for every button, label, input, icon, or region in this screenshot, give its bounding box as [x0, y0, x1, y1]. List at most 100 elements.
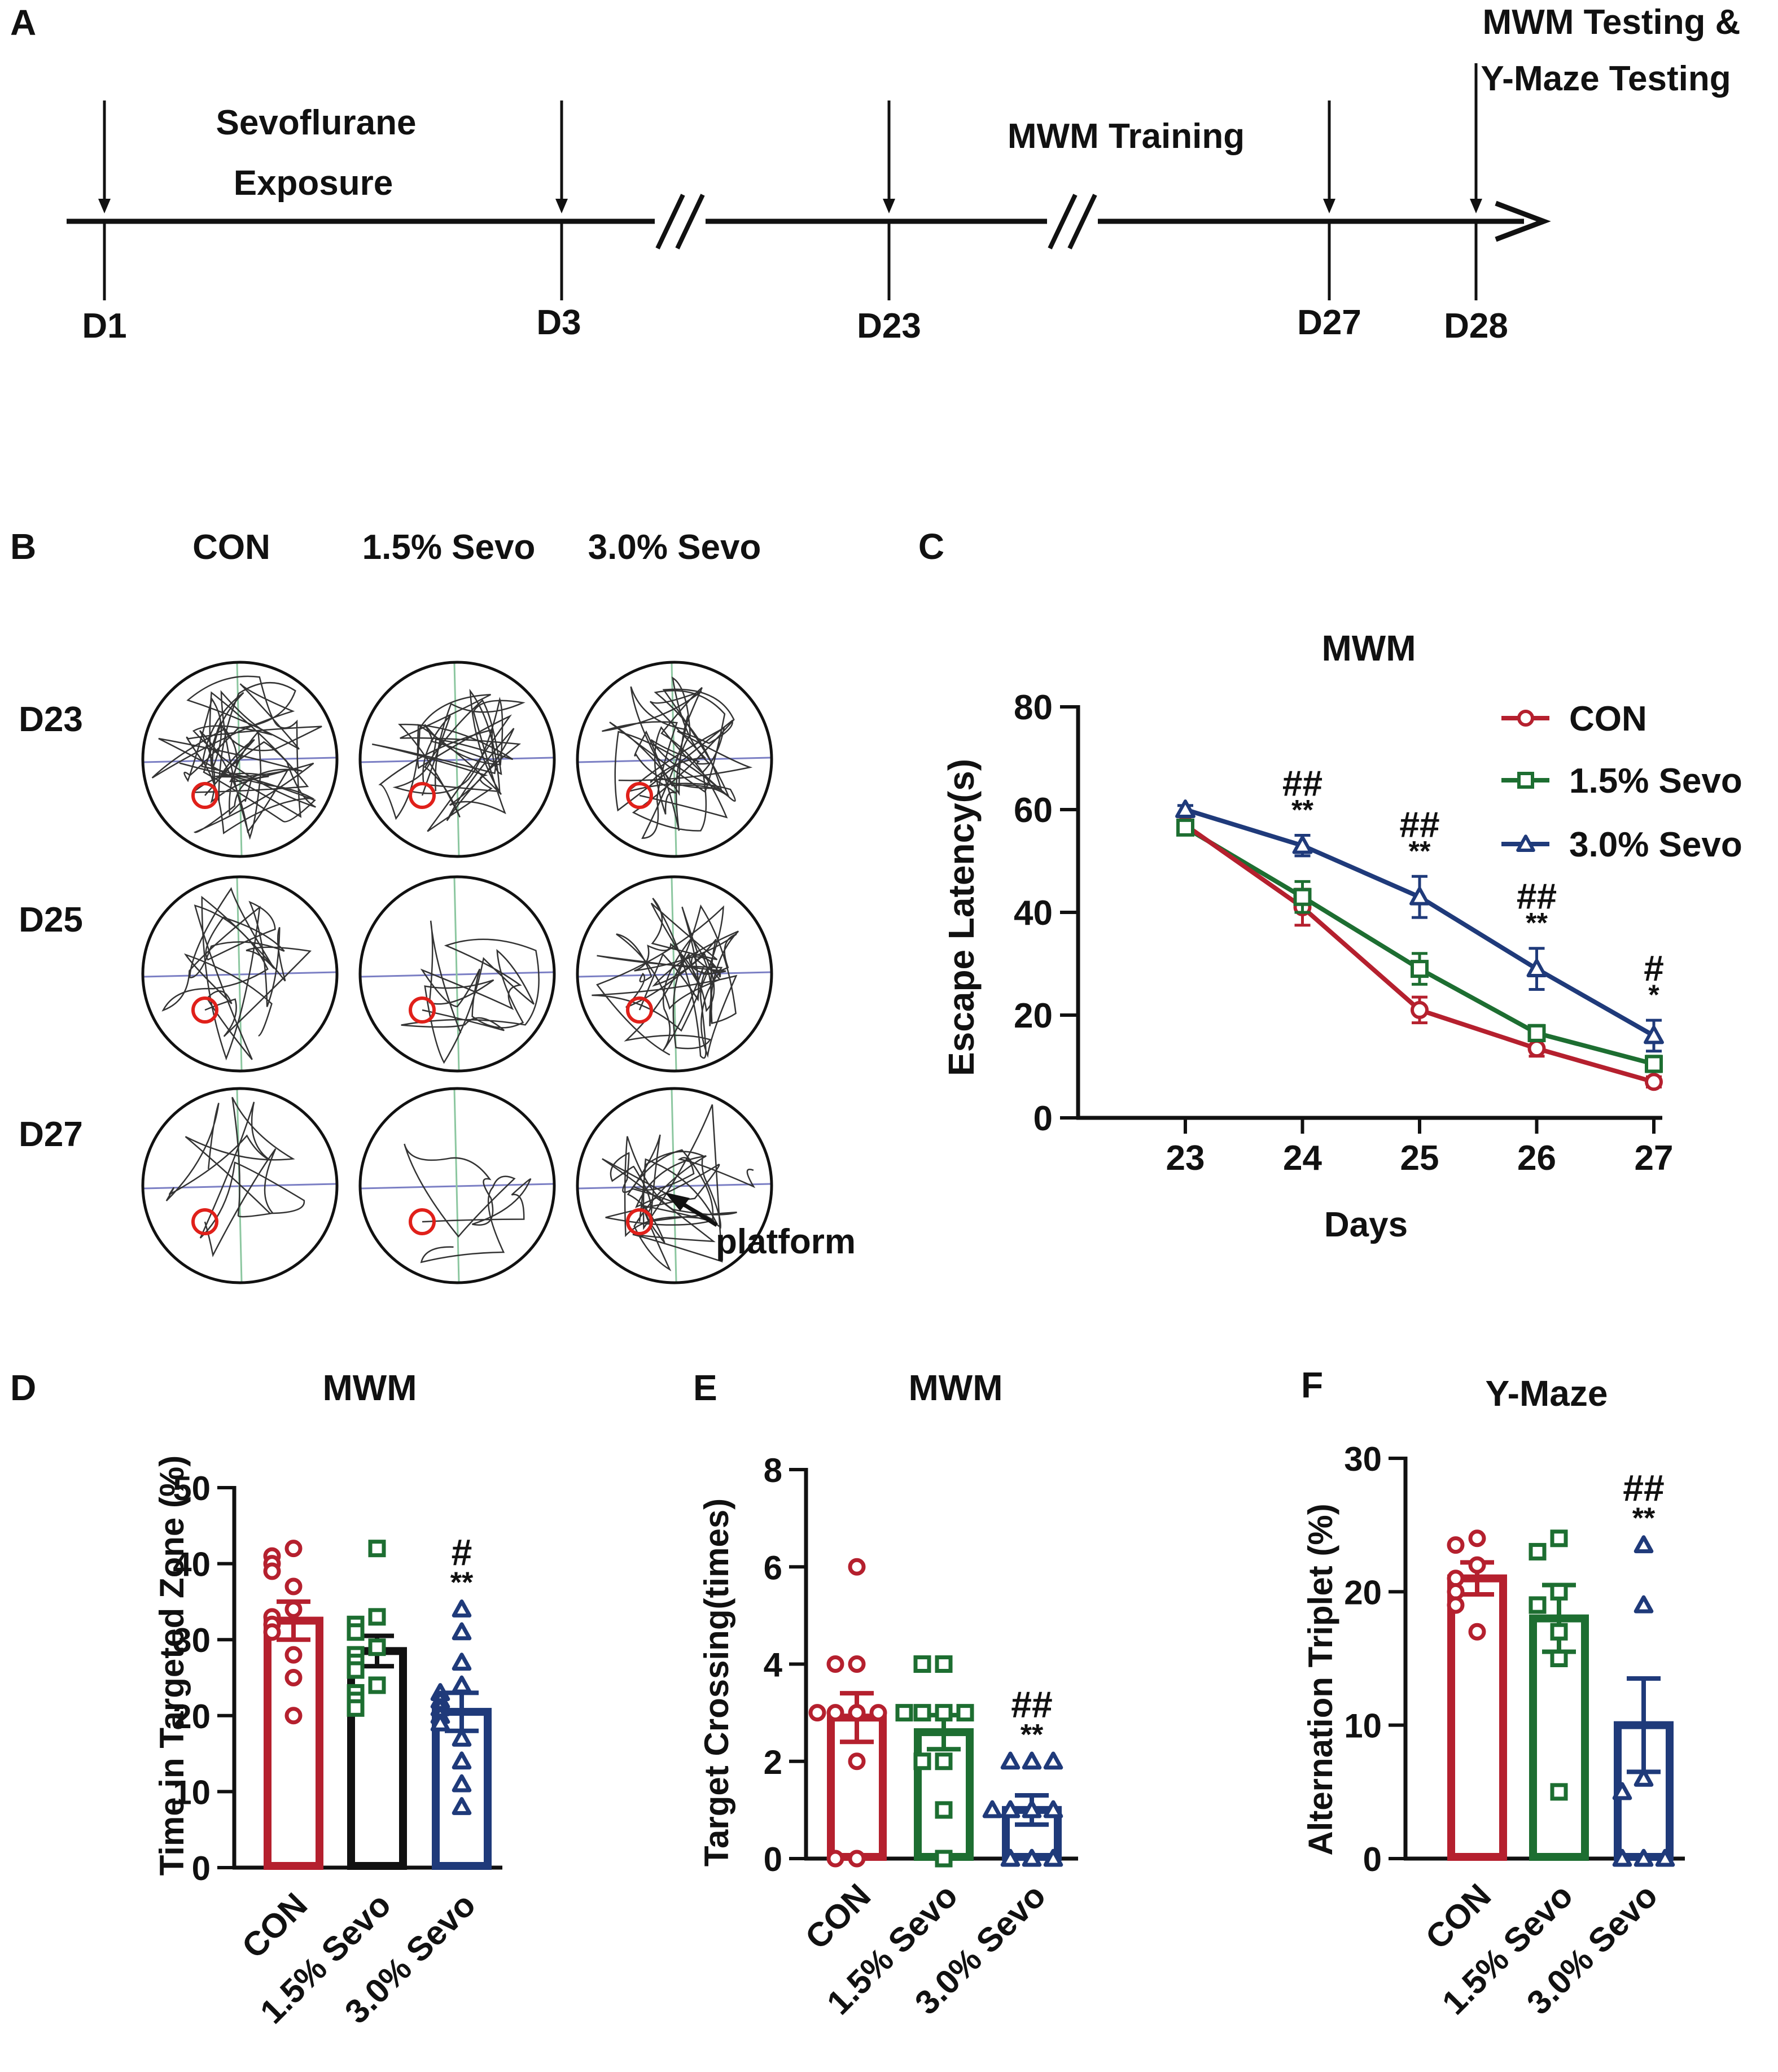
data-point-3-0-sevo: [1022, 1848, 1042, 1867]
data-point-con: [263, 1562, 281, 1580]
data-point-con: [1411, 1000, 1429, 1019]
trajectory-cell-d27-con: [141, 1087, 339, 1284]
data-point-3-0-sevo: [452, 1599, 472, 1618]
column-header-1-5-sevo: 1.5% Sevo: [362, 528, 536, 567]
data-point-1-5-sevo: [368, 1540, 386, 1558]
data-point-1-5-sevo: [1176, 818, 1194, 837]
data-point-3-0-sevo: [1022, 1800, 1042, 1819]
pool-boundary: [141, 1087, 339, 1284]
trajectory-cell-d23-3-0-sevo: [576, 661, 773, 858]
data-point-3-0-sevo: [982, 1800, 1002, 1819]
ePlot-ytick-label: 8: [764, 1452, 782, 1489]
data-point-1-5-sevo: [1645, 1055, 1663, 1073]
trajectory-cell-d25-1-5-sevo: [358, 875, 556, 1073]
ymaze-testing-label: Y-Maze Testing: [1481, 59, 1731, 98]
data-point-1-5-sevo: [913, 1752, 931, 1771]
data-point-con: [808, 1704, 826, 1722]
chart-c-ytick-label: 0: [1033, 1099, 1053, 1138]
timeline-day-label-d28: D28: [1444, 307, 1508, 346]
data-point-con: [284, 1646, 303, 1664]
mwm-training-label: MWM Training: [1008, 117, 1245, 156]
data-point-1-5-sevo: [956, 1704, 974, 1722]
data-point-3-0-sevo: [1612, 1848, 1632, 1867]
panel-a-timeline: A D1 D3 D23 D27 D28 Sevoflurane Exposure MWM…: [10, 2, 1740, 346]
dPlot-ytick-label: 10: [173, 1773, 211, 1811]
mwm-testing-label: MWM Testing &: [1483, 3, 1741, 42]
data-point-3-0-sevo: [452, 1797, 472, 1815]
data-point-3-0-sevo: [1634, 1768, 1654, 1787]
timeline-day-label-d3: D3: [536, 303, 581, 342]
data-point-3-0-sevo: [1634, 1848, 1654, 1867]
legend-marker-3-0-sevo: [1516, 834, 1535, 853]
data-point-3-0-sevo: [452, 1622, 472, 1641]
significance-stars: **: [1021, 1719, 1044, 1751]
bar-con: [1447, 1574, 1507, 1861]
data-point-con: [284, 1669, 303, 1686]
ePlot-ytick-label: 2: [764, 1743, 782, 1781]
pool-quadrant-line-v: [453, 1089, 460, 1282]
data-point-3-0-sevo: [1000, 1800, 1021, 1819]
chart-c-ytick-label: 80: [1014, 688, 1053, 727]
data-point-1-5-sevo: [935, 1752, 953, 1771]
fPlot-ytick-label: 0: [1363, 1841, 1382, 1878]
data-point-con: [284, 1707, 303, 1725]
chart-c-ytick-label: 60: [1014, 791, 1053, 830]
pool-quadrant-line-v: [671, 1089, 677, 1282]
data-point-con: [1447, 1536, 1465, 1554]
fPlot-ytick-label: 10: [1344, 1707, 1382, 1745]
timeline-arrowhead: [1495, 200, 1551, 242]
data-point-3-0-sevo: [1022, 1751, 1042, 1770]
data-point-1-5-sevo: [1527, 1024, 1546, 1042]
data-point-1-5-sevo: [1550, 1650, 1568, 1667]
data-point-1-5-sevo: [1411, 960, 1429, 978]
data-point-1-5-sevo: [368, 1676, 386, 1694]
chart-c-xtick-label: 26: [1517, 1139, 1556, 1178]
data-point-3-0-sevo: [1043, 1800, 1063, 1819]
fPlot-ytick-label: 30: [1344, 1440, 1382, 1478]
pool-boundary: [141, 661, 339, 858]
significance-stars: **: [1291, 794, 1313, 826]
data-point-1-5-sevo: [913, 1704, 931, 1722]
swim-path: [161, 887, 312, 1061]
significance-stars: **: [1526, 907, 1548, 939]
fPlot-ytick-label: 20: [1344, 1573, 1382, 1611]
data-point-con: [848, 1655, 866, 1673]
data-point-con: [1468, 1529, 1486, 1548]
pool-boundary: [358, 1087, 556, 1284]
sevo-exposure-label-line1: Sevoflurane: [216, 103, 417, 142]
data-point-1-5-sevo: [1550, 1623, 1568, 1641]
data-point-3-0-sevo: [1000, 1751, 1021, 1770]
chart-c-ylabel: Escape Latency(s): [941, 759, 982, 1076]
significance-hash: ##: [1399, 804, 1439, 845]
timeline-marker-arrowhead-d1: [98, 199, 111, 213]
timeline-day-label-d1: D1: [82, 307, 126, 346]
chart-c-ytick-label: 40: [1014, 894, 1053, 933]
data-point-3-0-sevo: [1655, 1848, 1675, 1867]
significance-hash: ##: [1011, 1684, 1052, 1725]
platform-annotation: platform: [716, 1222, 856, 1261]
sevo-exposure-label-line2: Exposure: [234, 164, 393, 203]
data-point-3-0-sevo: [1043, 1848, 1063, 1867]
data-point-3-0-sevo: [1175, 799, 1195, 818]
data-point-1-5-sevo: [1529, 1596, 1547, 1614]
chart-c-xlabel: Days: [1324, 1205, 1408, 1244]
legend-marker-1-5-sevo: [1517, 772, 1534, 789]
pool-boundary: [576, 1087, 773, 1284]
significance-hash: #: [1644, 948, 1664, 989]
data-point-1-5-sevo: [347, 1699, 365, 1717]
pool-quadrant-line-v: [236, 877, 243, 1070]
trajectory-cell-d23-1-5-sevo: [358, 661, 556, 858]
data-point-3-0-sevo: [452, 1751, 472, 1770]
category-label-con: CON: [798, 1877, 878, 1957]
panel-b-label: B: [10, 526, 36, 567]
chart-c-xtick-label: 23: [1166, 1139, 1205, 1178]
data-point-3-0-sevo: [452, 1774, 472, 1793]
legend-marker-con: [1517, 710, 1534, 727]
significance-stars: **: [1409, 835, 1431, 867]
data-point-1-5-sevo: [895, 1704, 913, 1722]
pool-boundary: [576, 661, 773, 858]
axis-break-1: [655, 194, 706, 250]
swim-path: [371, 688, 525, 832]
panel-f-bar-chart: F Y-Maze Alternation Triplet (%) 0 10 20 30…: [1301, 1365, 1685, 2022]
data-point-con: [263, 1623, 281, 1641]
